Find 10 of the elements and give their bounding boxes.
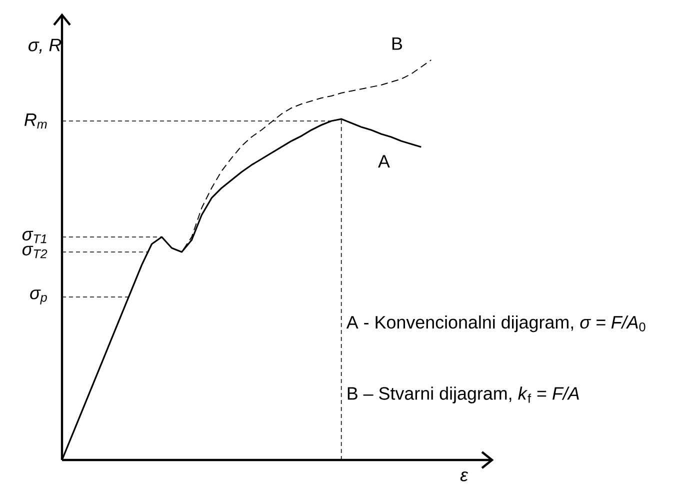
ref-line-label: σ$_{p}$ bbox=[30, 290, 47, 304]
annotation: B – Stvarni dijagram, k$_{f}$ = F/A bbox=[348, 386, 579, 404]
annotation: A - Konvencionalni dijagram, σ = F/A$_{0}$ bbox=[346, 315, 646, 332]
x-axis-title: ε bbox=[460, 472, 468, 482]
series-label: A bbox=[378, 155, 390, 168]
y-axis-title: σ, R bbox=[28, 38, 62, 54]
ref-line-label: σ$_{T2}$ bbox=[22, 246, 48, 258]
series-label: B bbox=[392, 37, 402, 50]
ref-line-label: R$_{m}$ bbox=[24, 114, 47, 128]
ref-line-label: σ$_{T1}$ bbox=[22, 230, 46, 244]
